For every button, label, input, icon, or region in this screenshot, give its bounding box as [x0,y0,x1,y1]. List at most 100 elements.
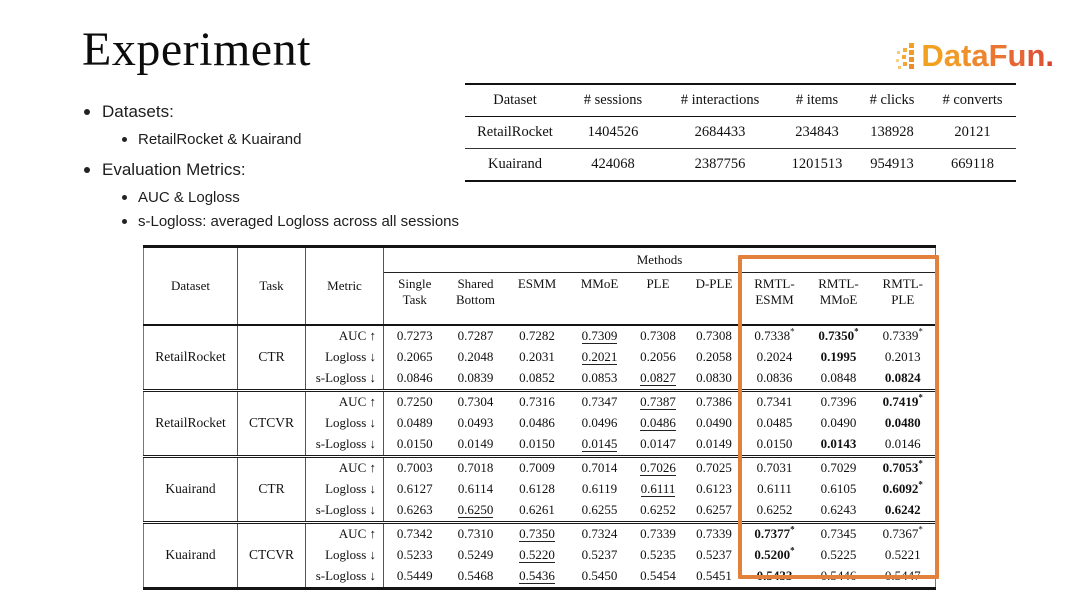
value-cell: 0.5436 [506,566,569,589]
value-text: 0.7273 [396,328,433,344]
value-cell: 0.6111 [631,479,686,500]
value-text: 0.5233 [396,547,433,563]
dataset-table-cell: 20121 [929,116,1016,149]
value-cell: 0.0836 [743,368,807,391]
metric-cell: Logloss ↓ [305,479,384,500]
value-cell: 0.7350* [807,325,871,347]
value-cell: 0.5221 [871,545,936,566]
value-cell: 0.7308 [686,325,743,347]
value-text: 0.7345 [820,526,857,542]
value-cell: 0.7018 [445,455,506,479]
value-text: 0.7419 [882,394,919,410]
value-cell: 0.7342 [383,521,446,545]
significance-star: * [790,525,795,536]
value-text: 0.5237 [696,547,732,563]
method-column-header: PLE [630,272,686,326]
value-cell: 0.0149 [446,434,506,457]
value-text: 0.0827 [640,370,676,387]
value-cell: 0.0827 [631,368,686,391]
value-text: 0.5447 [884,568,921,584]
value-text: 0.7308 [696,328,732,344]
value-text: 0.5235 [640,547,676,563]
task-cell: CTCVR [237,389,306,457]
bullet-label: Evaluation Metrics: [102,160,246,179]
value-text: 0.7342 [396,526,433,542]
value-cell: 0.5200* [743,545,807,566]
significance-star: * [854,327,859,338]
logo-letter: a [943,38,961,73]
metric-cell: AUC ↑ [305,325,384,347]
value-cell: 0.5451 [686,566,743,589]
value-cell: 0.0839 [446,368,506,391]
dataset-table-header: # clicks [855,84,929,117]
value-cell: 0.5449 [384,566,446,589]
value-text: 0.5200 [754,547,791,563]
value-text: 0.6252 [640,502,676,518]
value-text: 0.7304 [457,394,494,410]
value-text: 0.5449 [396,568,433,584]
value-text: 0.6250 [457,502,494,519]
value-cell: 0.7339 [630,521,686,545]
value-text: 0.0496 [581,415,618,431]
dataset-table-cell: 234843 [779,116,855,149]
value-text: 0.5433 [756,568,793,584]
value-text: 0.7341 [756,394,793,410]
value-text: 0.7396 [820,394,857,410]
dataset-cell: Kuairand [143,455,238,523]
value-cell: 0.7273 [384,325,446,347]
value-text: 0.7338 [754,328,791,344]
value-cell: 0.2013 [871,347,936,368]
value-cell: 0.7250 [383,389,446,413]
col-header-task: Task [237,246,306,326]
value-cell: 0.7003 [383,455,446,479]
method-column-header: Single Task [383,272,446,326]
results-table-row: RetailRocket CTCVR AUC ↑ 0.7250 0.7304 0.7316… [143,389,936,457]
value-text: 0.7350 [519,526,555,543]
results-table-row: Logloss ↓ 0.5233 0.5249 0.5220 0.5237 0.5235 0… [144,545,936,566]
value-text: 0.7250 [396,394,433,410]
value-text: 0.2058 [696,349,732,365]
value-text: 0.2065 [396,349,433,365]
value-text: 0.0146 [884,436,921,452]
value-cell: 0.7029 [806,455,871,479]
value-cell: 0.0846 [384,368,446,391]
value-cell: 0.2058 [686,347,743,368]
value-text: 0.0489 [396,415,433,431]
value-text: 0.0149 [457,436,494,452]
significance-star: * [918,393,923,404]
bullet-icon [122,195,127,200]
value-cell: 0.5235 [631,545,686,566]
value-cell: 0.2048 [446,347,506,368]
value-cell: 0.6243 [807,500,871,523]
value-text: 0.0830 [696,370,732,386]
bullet-datasets: Datasets: [84,102,459,122]
value-text: 0.0486 [519,415,555,431]
value-text: 0.7339 [882,328,919,344]
value-text: 0.7324 [581,526,618,542]
value-text: 0.5237 [581,547,618,563]
value-text: 0.5436 [519,568,555,585]
value-cell: 0.0830 [686,368,743,391]
logo-letter: . [1045,38,1054,73]
dataset-cell: RetailRocket [143,325,238,391]
logo-letter: a [971,38,989,73]
dataset-cell: Kuairand [143,521,238,589]
value-text: 0.7316 [519,394,555,410]
bullet-icon [122,219,127,224]
dataset-table-cell: 954913 [870,156,914,172]
dataset-table-cell: 138928 [855,116,929,149]
value-cell: 0.0150 [743,434,807,457]
results-table-row: Logloss ↓ 0.0489 0.0493 0.0486 0.0496 0.0486 0… [144,413,936,434]
value-text: 0.2013 [884,349,921,365]
results-table-row: Kuairand CTCVR AUC ↑ 0.7342 0.7310 0.7350 0.73… [143,521,936,589]
value-text: 0.0145 [581,436,618,453]
results-table-row: s-Logloss ↓ 0.0846 0.0839 0.0852 0.0853 0.082… [144,368,936,391]
value-cell: 0.7282 [506,325,569,347]
method-column-header: D-PLE [685,272,743,326]
method-column-header: RMTL-PLE [870,272,936,326]
significance-star: * [918,525,923,536]
value-text: 0.2024 [756,349,793,365]
value-cell: 0.6105 [807,479,871,500]
bullet-s-logloss: s-Logloss: averaged Logloss across all s… [122,213,459,230]
value-cell: 0.0489 [384,413,446,434]
